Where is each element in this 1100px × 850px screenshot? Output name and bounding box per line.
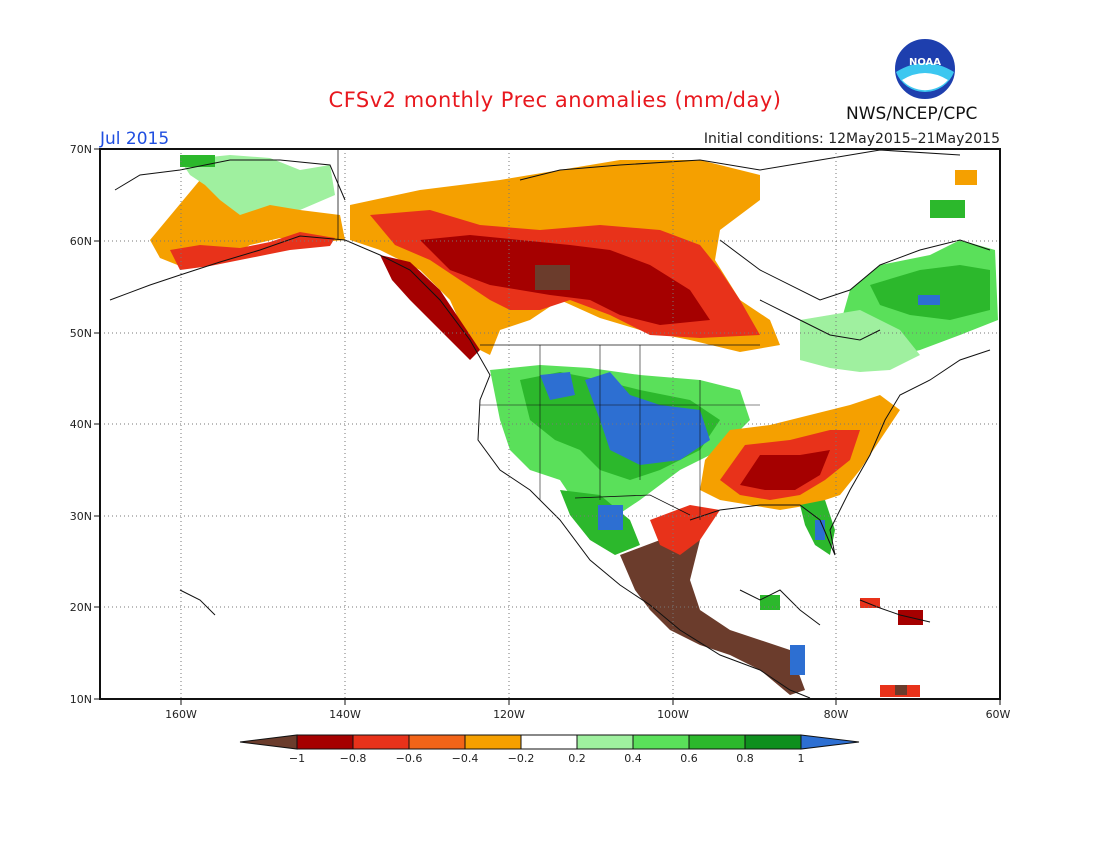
lat-label: 60N xyxy=(70,235,92,248)
coastlines xyxy=(109,149,991,699)
lon-label: 160W xyxy=(165,708,197,721)
colorbar-label: 0.2 xyxy=(568,752,586,765)
lon-label: 120W xyxy=(493,708,525,721)
colorbar-swatch xyxy=(576,734,634,750)
colorbar-swatch xyxy=(464,734,522,750)
initial-conditions: Initial conditions: 12May2015–21May2015 xyxy=(703,131,1000,147)
lat-label: 50N xyxy=(70,327,92,340)
colorbar-label: −0.4 xyxy=(452,752,479,765)
colorbar: −1 −0.8 −0.6 −0.4 −0.2 0.2 0.4 0.6 0.8 1 xyxy=(239,734,860,765)
lat-axis: 70N 60N 50N 40N 30N 20N 10N xyxy=(70,143,100,706)
anomaly-fields xyxy=(150,155,998,697)
lon-label: 140W xyxy=(329,708,361,721)
colorbar-swatch xyxy=(352,734,410,750)
colorbar-label: −0.2 xyxy=(508,752,535,765)
colorbar-swatch xyxy=(520,734,578,750)
colorbar-label: −1 xyxy=(289,752,305,765)
map-title: CFSv2 monthly Prec anomalies (mm/day) xyxy=(328,88,782,112)
logo-text: NOAA xyxy=(909,57,941,68)
colorbar-label: −0.8 xyxy=(340,752,367,765)
lon-axis: 160W 140W 120W 100W 80W 60W xyxy=(165,699,1011,721)
colorbar-label: 0.6 xyxy=(680,752,698,765)
colorbar-swatch xyxy=(744,734,802,750)
noaa-logo-icon: NOAA xyxy=(893,37,957,101)
lon-label: 100W xyxy=(657,708,689,721)
colorbar-swatch xyxy=(632,734,690,750)
lat-label: 70N xyxy=(70,143,92,156)
lon-label: 60W xyxy=(986,708,1011,721)
lon-label: 80W xyxy=(824,708,849,721)
lat-label: 10N xyxy=(70,693,92,706)
lat-label: 40N xyxy=(70,418,92,431)
agency-label: NWS/NCEP/CPC xyxy=(846,104,978,124)
lat-label: 20N xyxy=(70,601,92,614)
colorbar-swatch xyxy=(688,734,746,750)
forecast-month: Jul 2015 xyxy=(100,129,170,149)
colorbar-swatch xyxy=(296,734,354,750)
lat-label: 30N xyxy=(70,510,92,523)
colorbar-label: 1 xyxy=(798,752,805,765)
colorbar-arrow-low xyxy=(239,734,298,750)
colorbar-label: −0.6 xyxy=(396,752,423,765)
colorbar-arrow-high xyxy=(800,734,860,750)
colorbar-label: 0.4 xyxy=(624,752,642,765)
colorbar-swatch xyxy=(408,734,466,750)
colorbar-label: 0.8 xyxy=(736,752,754,765)
